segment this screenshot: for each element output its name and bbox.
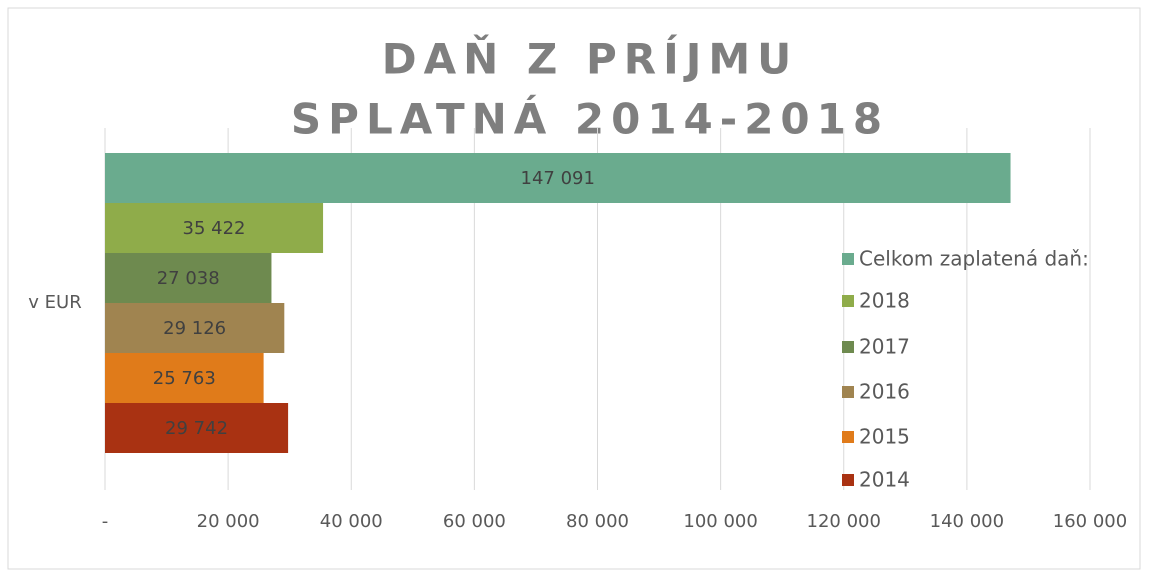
data-label: 29 126	[163, 318, 226, 339]
data-label: 35 422	[183, 218, 246, 239]
data-label: 25 763	[153, 368, 216, 389]
y-tick-label: v EUR	[28, 292, 81, 313]
legend-label: Celkom zaplatená daň:	[859, 247, 1089, 271]
x-tick-label: 80 000	[566, 511, 629, 532]
bar	[105, 303, 285, 353]
bar	[105, 353, 264, 403]
x-tick-label: 40 000	[320, 511, 383, 532]
bar	[105, 153, 1011, 203]
legend-label: 2015	[859, 425, 910, 449]
x-tick-label: -	[102, 511, 109, 532]
legend-swatch	[842, 474, 854, 486]
chart-title: DAŇ Z PRÍJMU	[382, 34, 799, 84]
x-tick-label: 140 000	[930, 511, 1004, 532]
x-tick-label: 160 000	[1053, 511, 1127, 532]
legend-label: 2016	[859, 380, 910, 404]
legend-label: 2017	[859, 335, 910, 359]
legend-swatch	[842, 386, 854, 398]
x-tick-label: 60 000	[443, 511, 506, 532]
data-label: 147 091	[521, 168, 595, 189]
x-tick-label: 20 000	[197, 511, 260, 532]
legend-label: 2018	[859, 289, 910, 313]
x-tick-label: 120 000	[807, 511, 881, 532]
legend-swatch	[842, 253, 854, 265]
chart-title: SPLATNÁ 2014-2018	[291, 94, 889, 144]
bar	[105, 403, 289, 453]
legend-label: 2014	[859, 468, 910, 492]
data-label: 29 742	[165, 418, 228, 439]
bar	[105, 253, 272, 303]
x-tick-label: 100 000	[683, 511, 757, 532]
legend-swatch	[842, 431, 854, 443]
data-label: 27 038	[157, 268, 220, 289]
bar	[105, 203, 324, 253]
legend-swatch	[842, 295, 854, 307]
legend-swatch	[842, 341, 854, 353]
